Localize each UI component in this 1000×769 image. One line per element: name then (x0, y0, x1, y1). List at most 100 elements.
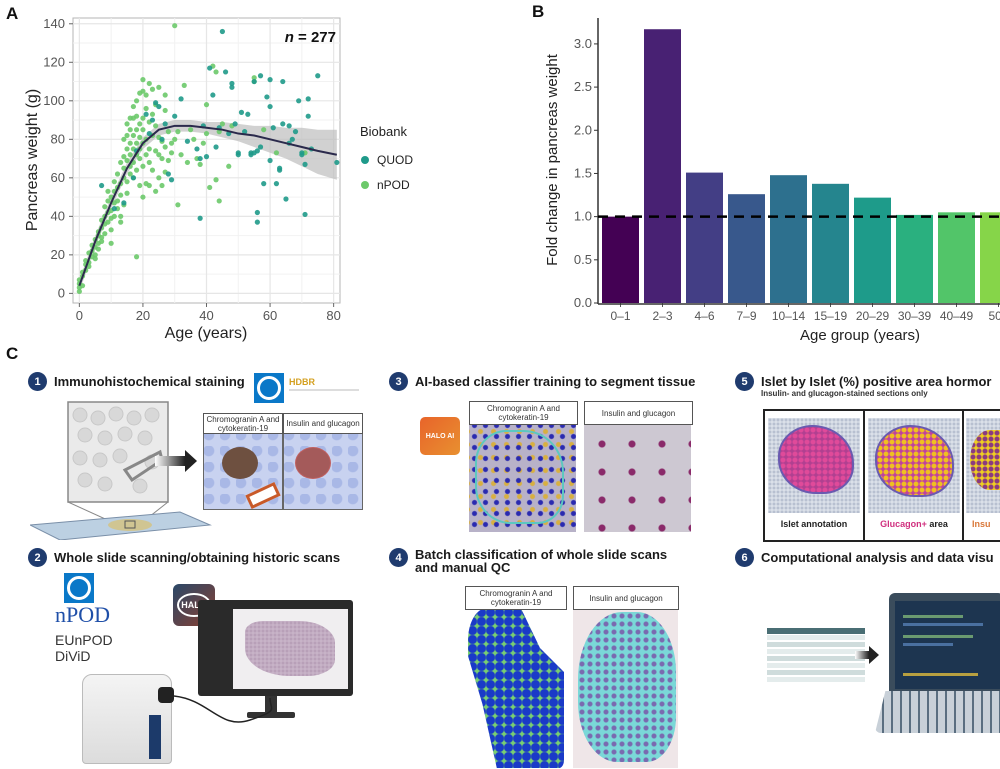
data-point-quod (184, 138, 191, 144)
data-point-npod (127, 127, 133, 133)
data-point-quod (251, 78, 257, 85)
data-point-quod (194, 146, 200, 152)
data-point-npod (105, 198, 111, 204)
data-point-quod (222, 69, 229, 75)
islet-red (295, 447, 331, 479)
laptop-keyboard (875, 691, 1000, 733)
data-point-npod (124, 146, 130, 152)
bar-10–14 (770, 175, 807, 303)
stain-label-chromogranin: Chromogranin A and cytokeratin-19 (203, 413, 283, 434)
data-point-npod (226, 163, 232, 169)
data-point-npod (99, 238, 105, 244)
stain-label-insulin: Insulin and glucagon (283, 413, 363, 434)
classifier-label-insulin: Insulin and glucagon (584, 401, 693, 425)
data-point-npod (197, 161, 203, 167)
data-point-npod (124, 157, 130, 164)
step-title: Whole slide scanning/obtaining historic … (54, 550, 341, 565)
panel-letter-a: A (6, 4, 19, 23)
step-3: 3 AI-based classifier training to segmen… (389, 372, 695, 391)
data-point-quod (257, 73, 264, 79)
data-point-quod (286, 123, 292, 129)
data-point-npod (133, 167, 140, 173)
islet-blob-insulin (970, 430, 1000, 490)
x-tick-label: 20 (136, 308, 150, 323)
x-axis-label: Age group (years) (800, 327, 920, 344)
batch-tissue-insulin (578, 612, 676, 762)
batch-label-insulin: Insulin and glucagon (573, 586, 679, 610)
data-point-quod (292, 129, 299, 135)
data-point-quod (283, 196, 289, 202)
data-point-npod (95, 246, 102, 252)
arrow-right-icon (155, 456, 185, 466)
data-point-quod (162, 121, 168, 127)
y-tick-label: 0.0 (574, 295, 592, 310)
classifier-image-insulin (584, 420, 691, 532)
data-point-npod (207, 184, 213, 191)
data-point-npod (105, 188, 111, 194)
data-point-npod (261, 127, 267, 133)
data-point-quod (273, 181, 280, 187)
data-point-quod (296, 98, 302, 104)
step-subtitle: Insulin- and glucagon-stained sections o… (761, 389, 928, 398)
data-point-quod (267, 77, 273, 83)
data-point-quod (203, 154, 210, 160)
data-point-npod (188, 127, 194, 133)
y-tick-label: 0 (58, 285, 65, 300)
data-point-npod (149, 167, 156, 173)
data-point-quod (267, 157, 273, 164)
data-point-npod (156, 84, 162, 90)
step-number-badge: 5 (735, 372, 754, 391)
data-point-quod (305, 96, 311, 102)
divider-1 (863, 409, 865, 540)
y-tick-label: 120 (43, 54, 65, 69)
data-point-npod (111, 179, 117, 185)
data-point-npod (127, 140, 133, 146)
loess-fit-line (78, 124, 338, 287)
data-point-npod (108, 227, 114, 233)
data-point-npod (168, 140, 175, 146)
data-point-npod (102, 204, 108, 210)
data-point-npod (200, 140, 206, 146)
data-point-npod (140, 194, 146, 200)
bar-2–3 (644, 29, 681, 304)
data-point-npod (143, 92, 149, 98)
y-tick-label: 60 (51, 170, 65, 185)
laptop-screen (889, 593, 1000, 691)
data-point-npod (165, 129, 171, 135)
data-point-quod (149, 117, 156, 123)
y-axis-label: Fold change in pancreas weight (544, 53, 561, 266)
data-point-npod (213, 177, 219, 183)
data-point-quod (280, 78, 286, 85)
y-tick-label: 40 (51, 208, 65, 223)
arrow-head-icon (185, 450, 197, 472)
data-point-npod (121, 136, 127, 142)
x-tick-label: 60 (263, 308, 277, 323)
eunpod-label: EUnPOD (55, 632, 113, 648)
data-point-npod (124, 121, 130, 127)
data-point-npod (140, 163, 146, 169)
step-number-badge: 1 (28, 372, 47, 391)
data-point-quod (315, 73, 321, 79)
x-axis-label: Age (years) (165, 325, 248, 342)
quod-logo (254, 373, 284, 403)
data-point-quod (165, 171, 171, 177)
data-point-npod (111, 213, 117, 219)
step-2: 2 Whole slide scanning/obtaining histori… (28, 548, 340, 567)
data-point-npod (140, 77, 146, 83)
step-number-badge: 2 (28, 548, 47, 567)
bar-chart-fold-change: 0–1 2–3 4–6 7–9 10–14 15–19 20–29 30–39 40–49 50–… (544, 18, 1000, 344)
caption-insulin-area: Insu (972, 519, 991, 529)
data-point-quod (197, 215, 203, 221)
x-tick-label: 50– (988, 309, 1000, 323)
data-point-quod (302, 161, 308, 167)
legend-marker-npod (361, 181, 369, 189)
monitor-icon (198, 600, 353, 696)
step-5: 5 Islet by Islet (%) positive area hormo… (735, 372, 991, 398)
data-point-quod (254, 148, 260, 154)
data-point-npod (108, 240, 114, 246)
y-tick-label: 3.0 (574, 36, 592, 51)
data-point-quod (168, 177, 175, 183)
data-point-npod (121, 154, 127, 160)
arrow-right-icon (855, 651, 869, 659)
caption-islet-annotation: Islet annotation (780, 519, 848, 529)
